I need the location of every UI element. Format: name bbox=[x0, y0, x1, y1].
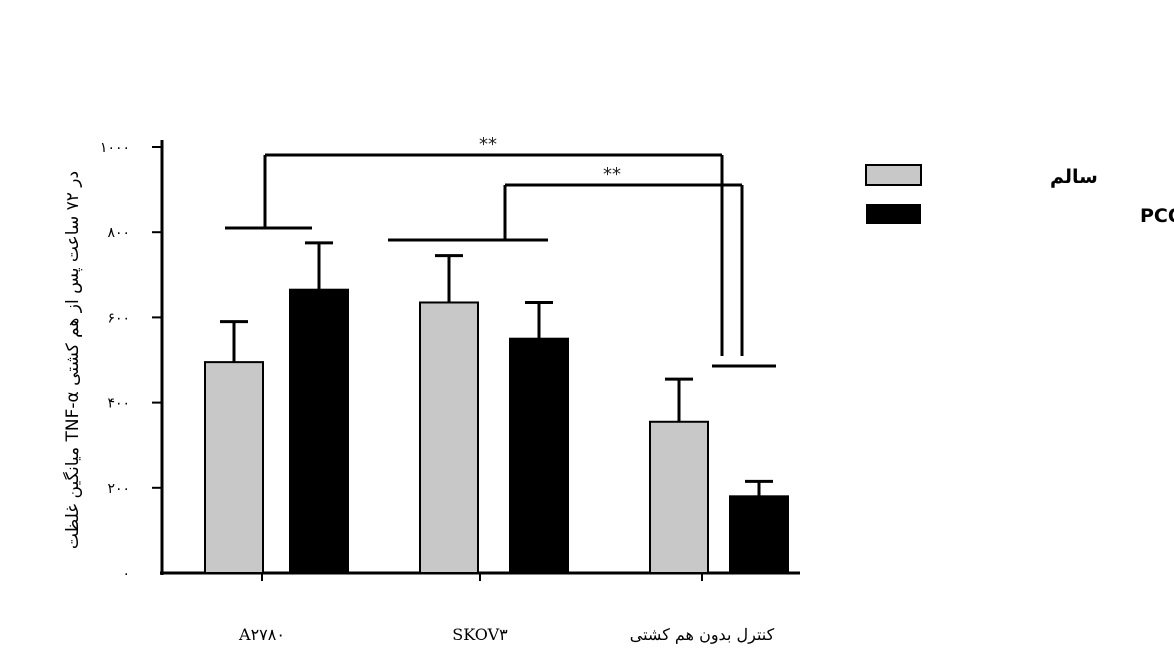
legend-swatch-healthy bbox=[865, 164, 922, 186]
legend-label-healthy: سالم bbox=[1050, 166, 1098, 188]
legend: سالم بیمار مبتلا به PCOS bbox=[865, 164, 1174, 227]
bar-healthy-1 bbox=[419, 301, 479, 574]
significance-label-2: ** bbox=[603, 164, 621, 185]
category-label-0: A۲۷۸۰ bbox=[238, 625, 285, 644]
bar-pcos-2 bbox=[729, 495, 789, 575]
y-tick-label: ۸۰۰ bbox=[107, 225, 130, 241]
bar-healthy-0 bbox=[204, 361, 264, 574]
y-axis-label: میانگین غلظت TNF-α در ۷۲ ساعت پس از هم ک… bbox=[62, 171, 83, 549]
bars-group bbox=[204, 288, 789, 575]
significance-brackets: ** ** bbox=[225, 134, 776, 368]
y-axis-ticks: ۰ ۲۰۰ ۴۰۰ ۶۰۰ ۸۰۰ ۱۰۰۰ bbox=[100, 140, 162, 582]
y-tick-label: ۶۰۰ bbox=[107, 310, 130, 326]
y-tick-label: ۰ bbox=[122, 566, 130, 582]
bar-pcos-1 bbox=[509, 337, 569, 575]
category-label-2: کنترل بدون هم کشتی bbox=[630, 625, 775, 644]
error-bars-group bbox=[220, 241, 773, 497]
category-label-1: SKOV۳ bbox=[452, 625, 508, 644]
significance-label-1: ** bbox=[479, 134, 497, 155]
category-labels: A۲۷۸۰ SKOV۳ کنترل بدون هم کشتی bbox=[238, 625, 775, 644]
bar-pcos-0 bbox=[289, 288, 349, 574]
y-tick-label: ۱۰۰۰ bbox=[100, 140, 130, 156]
legend-swatch-pcos bbox=[866, 204, 921, 224]
bar-healthy-2 bbox=[649, 420, 709, 574]
y-tick-label: ۲۰۰ bbox=[107, 481, 130, 497]
y-tick-label: ۴۰۰ bbox=[107, 396, 130, 412]
legend-label-pcos: بیمار مبتلا به PCOS bbox=[1140, 205, 1174, 227]
